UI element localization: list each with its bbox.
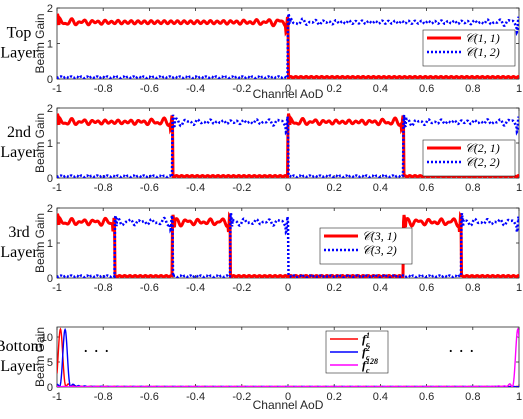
x-tick-label: 0.6	[419, 182, 434, 194]
x-tick-label: 0	[285, 282, 291, 294]
y-tick-label: 5	[47, 357, 53, 369]
x-tick-label: -0.4	[186, 83, 205, 95]
layer-label: Layer	[0, 45, 38, 62]
y-tick-label: 0	[47, 382, 53, 394]
x-tick-label: 0.4	[373, 83, 388, 95]
legend-label: 𝒞(2, 1)	[465, 141, 500, 155]
legend-label: f128 c	[362, 357, 378, 375]
y-axis-label: Beam Gain	[33, 113, 47, 173]
layer-label: Layer	[0, 358, 38, 375]
ellipsis-left: · · ·	[83, 341, 110, 361]
plot-area	[57, 13, 519, 79]
legend-label: 𝒞(3, 1)	[362, 229, 397, 243]
x-tick-label: 0	[285, 391, 291, 403]
x-tick-label: 0.2	[327, 182, 342, 194]
x-tick-label: 0.4	[373, 391, 388, 403]
x-tick-label: -0.6	[140, 282, 159, 294]
y-tick-label: 2	[47, 3, 53, 15]
x-tick-label: 0.2	[327, 391, 342, 403]
y-tick-label: 0	[47, 173, 53, 185]
series-2-line	[57, 212, 519, 278]
legend-label: f2 c	[362, 344, 370, 362]
series-3-line	[57, 327, 519, 387]
x-tick-label: 0.8	[465, 282, 480, 294]
layer-label: Layer	[0, 244, 38, 261]
x-tick-label: -0.4	[186, 391, 205, 403]
x-tick-label: -0.8	[94, 182, 113, 194]
y-axis-label: Beam Gain	[33, 213, 47, 273]
layer-label: Layer	[0, 144, 38, 161]
series-2-line	[57, 114, 519, 178]
x-tick-label: -0.8	[94, 282, 113, 294]
series-2-line	[57, 13, 519, 79]
x-tick-label: 0	[285, 182, 291, 194]
x-tick-label: -0.2	[232, 83, 251, 95]
x-tick-label: 0.8	[465, 83, 480, 95]
y-tick-label: 0	[47, 273, 53, 285]
x-tick-label: -0.2	[232, 282, 251, 294]
x-tick-label: 1	[516, 391, 522, 403]
x-tick-label: -0.2	[232, 391, 251, 403]
legend-label: f1 c	[362, 331, 370, 349]
series-1-line	[57, 13, 519, 79]
x-tick-label: -0.6	[140, 182, 159, 194]
plot-area	[57, 327, 519, 387]
x-tick-label: 0.6	[419, 282, 434, 294]
layer-label: 3rd	[8, 224, 29, 241]
y-tick-label: 2	[47, 103, 53, 115]
x-tick-label: 0.2	[327, 282, 342, 294]
y-tick-label: 2	[47, 203, 53, 215]
y-axis-label: Beam Gain	[33, 327, 47, 387]
x-tick-label: 0	[285, 83, 291, 95]
x-tick-label: -0.6	[140, 391, 159, 403]
y-tick-label: 10	[41, 332, 53, 344]
x-tick-label: -1	[52, 182, 62, 194]
legend-label: 𝒞(1, 1)	[465, 31, 500, 45]
legend-box	[422, 29, 516, 67]
x-tick-label: 0.6	[419, 391, 434, 403]
x-tick-label: -0.2	[232, 182, 251, 194]
legend-label: 𝒞(2, 2)	[465, 155, 500, 169]
x-tick-label: 1	[516, 83, 522, 95]
series-1-line	[57, 210, 519, 278]
x-tick-label: 0.8	[465, 391, 480, 403]
y-tick-label: 1	[47, 238, 53, 250]
x-axis-label: Channel AoD	[253, 398, 324, 412]
x-axis-label: Channel AoD	[253, 87, 324, 101]
x-tick-label: 1	[516, 282, 522, 294]
x-tick-label: -0.8	[94, 391, 113, 403]
plot-area	[57, 210, 519, 278]
x-tick-label: -0.4	[186, 282, 205, 294]
layer-label: Bottom	[0, 338, 44, 355]
y-axis-label: Beam Gain	[33, 13, 47, 73]
x-tick-label: -0.8	[94, 83, 113, 95]
y-tick-label: 0	[47, 74, 53, 86]
layer-label: 2nd	[7, 124, 31, 141]
x-tick-label: 1	[516, 182, 522, 194]
y-tick-label: 1	[47, 138, 53, 150]
x-tick-label: -0.4	[186, 182, 205, 194]
layer-label: Top	[7, 25, 32, 42]
chart-panel-1: -1 -0.8 -0.6 -0.4 -0.2 0 0.2 0.4 0.6 0.8 1 0 1 2Beam …	[0, 3, 522, 101]
chart-panel-3: -1 -0.8 -0.6 -0.4 -0.2 0 0.2 0.4 0.6 0.8 1 0 1 2Beam …	[0, 203, 522, 294]
x-tick-label: -1	[52, 83, 62, 95]
y-tick-label: 1	[47, 39, 53, 51]
x-tick-label: 0.4	[373, 182, 388, 194]
x-tick-label: 0.8	[465, 182, 480, 194]
chart-panel-4: -1 -0.8 -0.6 -0.4 -0.2 0 0.2 0.4 0.6 0.8 10510Beam…	[0, 326, 522, 412]
x-tick-label: -0.6	[140, 83, 159, 95]
x-tick-label: 0.6	[419, 83, 434, 95]
legend-label: 𝒞(1, 2)	[465, 45, 500, 59]
legend-label: 𝒞(3, 2)	[362, 243, 397, 257]
chart-panel-2: -1 -0.8 -0.6 -0.4 -0.2 0 0.2 0.4 0.6 0.8 1 0 1 2Beam …	[0, 103, 522, 194]
x-tick-label: -1	[52, 282, 62, 294]
x-tick-label: -1	[52, 391, 62, 403]
x-tick-label: 0.2	[327, 83, 342, 95]
x-tick-label: 0.4	[373, 282, 388, 294]
legend-box	[319, 227, 413, 265]
ellipsis-right: · · ·	[448, 341, 475, 361]
legend-box	[422, 139, 516, 177]
